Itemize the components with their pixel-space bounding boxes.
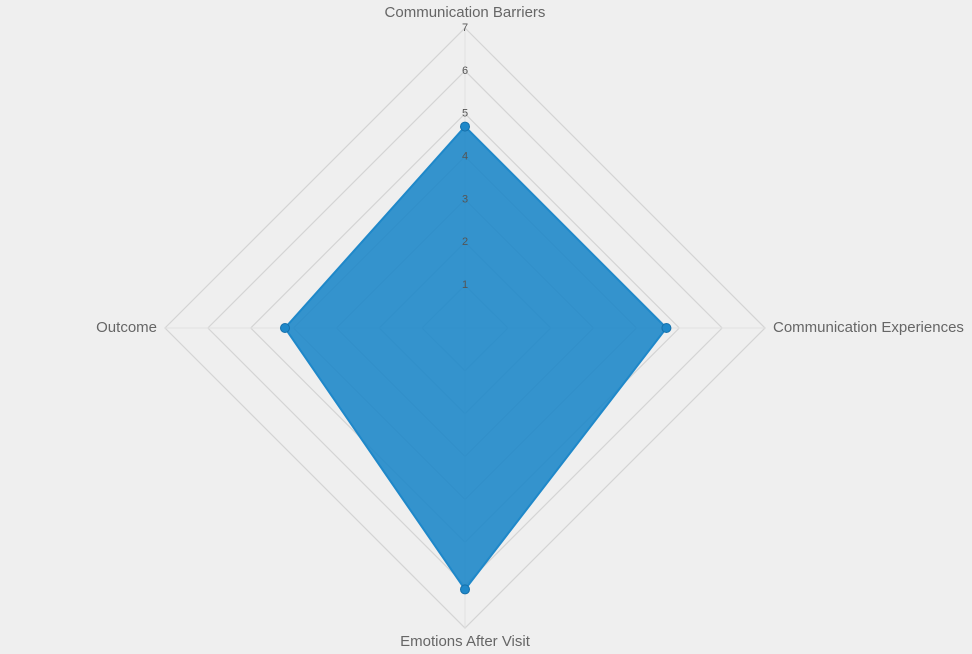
data-point [460,121,470,132]
data-point [460,584,470,595]
tick-label: 6 [462,65,468,77]
tick-label: 2 [462,236,468,248]
data-point [280,323,290,333]
axis-label: Communication Experiences [773,319,964,336]
tick-label: 5 [462,108,468,120]
axis-label: Outcome [96,319,157,336]
data-point [661,323,672,333]
tick-label: 4 [462,150,468,162]
axis-label: Communication Barriers [385,4,546,21]
axis-label: Emotions After Visit [400,633,531,649]
tick-label: 7 [462,22,468,34]
tick-label: 1 [462,279,468,291]
radar-area [283,125,668,592]
tick-label: 3 [462,193,468,205]
